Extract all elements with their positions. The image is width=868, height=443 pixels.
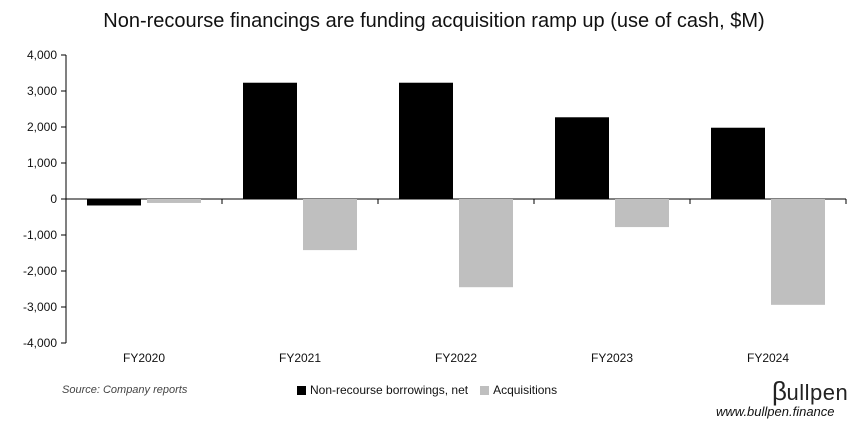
logo-text: ullpen [786, 380, 849, 405]
bar-borrowings [399, 82, 453, 199]
legend-item-borrowings: Non-recourse borrowings, net [297, 383, 468, 397]
bar-borrowings [711, 127, 765, 199]
logo-mark: β [772, 376, 788, 406]
legend-swatch-borrowings [297, 385, 306, 395]
chart-title: Non-recourse financings are funding acqu… [103, 10, 765, 32]
y-tick-label: 1,000 [27, 156, 57, 170]
bar-acquisitions [303, 199, 357, 251]
x-tick-label: FY2020 [123, 351, 165, 365]
y-tick-label: -1,000 [23, 228, 57, 242]
y-tick-label: -2,000 [23, 264, 57, 278]
bar-borrowings [555, 117, 609, 199]
legend: Non-recourse borrowings, net Acquisition… [297, 383, 569, 397]
y-tick-label: -4,000 [23, 336, 57, 350]
y-tick-label: 4,000 [27, 48, 57, 62]
y-tick-label: -3,000 [23, 300, 57, 314]
bar-borrowings [243, 82, 297, 199]
y-tick-label: 3,000 [27, 84, 57, 98]
bar-acquisitions [459, 199, 513, 288]
bar-borrowings [87, 199, 141, 206]
bullpen-logo: βullpen [772, 376, 848, 407]
bar-acquisitions [771, 199, 825, 305]
x-tick-label: FY2022 [435, 351, 477, 365]
bar-acquisitions [615, 199, 669, 228]
legend-label-borrowings: Non-recourse borrowings, net [310, 383, 469, 397]
website-link: www.bullpen.finance [716, 404, 835, 419]
legend-swatch-acquisitions [480, 385, 490, 395]
legend-label-acquisitions: Acquisitions [493, 383, 558, 397]
source-note: Source: Company reports [62, 384, 188, 396]
y-tick-label: 0 [50, 192, 57, 206]
bar-acquisitions [147, 199, 201, 203]
legend-item-acquisitions: Acquisitions [480, 383, 557, 397]
y-tick-label: 2,000 [27, 120, 57, 134]
x-tick-label: FY2021 [279, 351, 321, 365]
x-tick-label: FY2024 [747, 351, 789, 365]
x-tick-label: FY2023 [591, 351, 633, 365]
